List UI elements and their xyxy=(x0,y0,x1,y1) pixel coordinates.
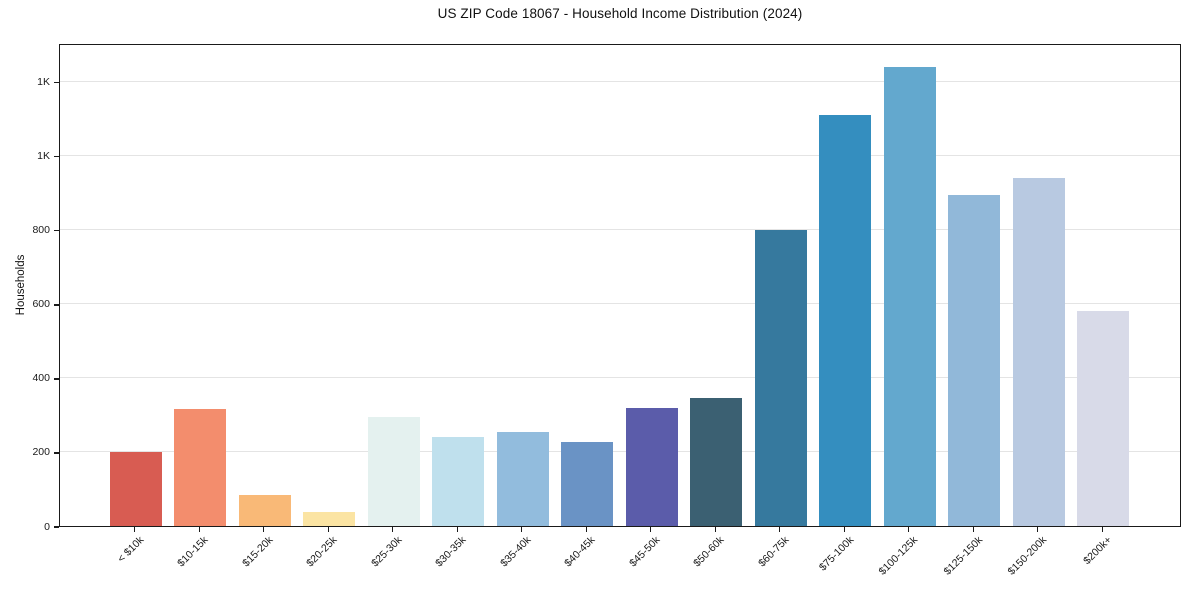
y-tick-mark xyxy=(54,452,59,454)
x-tick-mark xyxy=(392,527,394,532)
bar xyxy=(690,398,743,526)
bar xyxy=(819,115,872,526)
bar xyxy=(1077,311,1130,526)
chart-title: US ZIP Code 18067 - Household Income Dis… xyxy=(437,6,803,21)
x-tick-mark xyxy=(327,527,329,532)
y-tick-mark xyxy=(54,230,59,232)
bar xyxy=(948,194,1001,526)
x-tick-label: $25-30k xyxy=(368,534,405,570)
y-tick-mark xyxy=(54,156,59,158)
bar xyxy=(303,511,356,526)
y-tick-label: 1K xyxy=(37,150,50,163)
bar xyxy=(432,437,485,526)
bar xyxy=(1012,178,1065,526)
x-tick-label: $200k+ xyxy=(1080,534,1114,568)
bar xyxy=(625,408,678,526)
y-tick-label: 0 xyxy=(44,520,50,533)
bar xyxy=(367,416,420,526)
bar xyxy=(174,409,227,526)
x-tick-mark xyxy=(1037,527,1039,532)
bar xyxy=(238,494,291,526)
x-tick-label: $35-40k xyxy=(497,534,534,570)
gridline xyxy=(60,451,1180,453)
y-tick-mark xyxy=(54,304,59,306)
gridline xyxy=(60,303,1180,305)
gridline xyxy=(60,155,1180,157)
y-tick-mark xyxy=(54,82,59,84)
x-tick-label: $45-50k xyxy=(626,534,663,570)
x-tick-mark xyxy=(972,527,974,532)
y-tick-mark xyxy=(54,378,59,380)
y-tick-label: 600 xyxy=(32,298,50,311)
x-tick-label: $75-100k xyxy=(816,534,856,574)
y-tick-label: 400 xyxy=(32,372,50,385)
x-tick-mark xyxy=(650,527,652,532)
gridline xyxy=(60,377,1180,379)
x-tick-mark xyxy=(779,527,781,532)
gridline xyxy=(60,229,1180,231)
x-tick-mark xyxy=(134,527,136,532)
x-tick-label: $15-20k xyxy=(239,534,276,570)
plot-area xyxy=(59,44,1181,527)
bar xyxy=(754,229,807,526)
x-tick-label: $100-125k xyxy=(876,534,921,578)
bar xyxy=(883,67,936,526)
x-tick-mark xyxy=(456,527,458,532)
x-tick-label: $30-35k xyxy=(433,534,469,570)
x-tick-mark xyxy=(843,527,845,532)
x-tick-label: < $10k xyxy=(115,534,147,565)
gridline xyxy=(60,81,1180,83)
x-tick-mark xyxy=(198,527,200,532)
x-tick-mark xyxy=(263,527,265,532)
x-tick-label: $60-75k xyxy=(755,534,792,570)
y-tick-label: 800 xyxy=(32,224,50,237)
x-tick-label: $40-45k xyxy=(562,534,598,570)
x-tick-mark xyxy=(1101,527,1103,532)
y-tick-mark xyxy=(54,526,59,528)
y-tick-label: 200 xyxy=(32,446,50,459)
x-tick-mark xyxy=(521,527,523,532)
bar xyxy=(496,431,549,526)
x-tick-mark xyxy=(585,527,587,532)
x-tick-label: $125-150k xyxy=(941,534,985,578)
x-tick-label: $150-200k xyxy=(1005,534,1050,578)
bar xyxy=(561,441,614,526)
x-tick-label: $10-15k xyxy=(175,534,211,570)
x-tick-mark xyxy=(908,527,910,532)
x-tick-label: $50-60k xyxy=(691,534,727,570)
y-tick-label: 1K xyxy=(37,76,50,89)
bar xyxy=(109,452,162,526)
x-tick-mark xyxy=(714,527,716,532)
x-tick-label: $20-25k xyxy=(304,534,340,570)
